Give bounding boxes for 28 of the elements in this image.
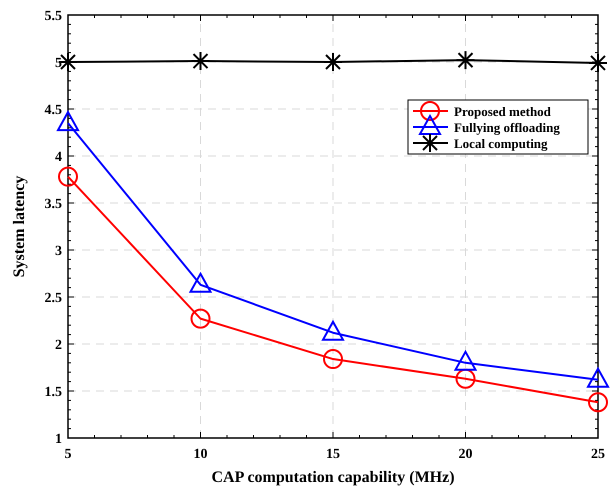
legend-label: Local computing	[454, 136, 548, 151]
y-tick-label: 1	[55, 432, 62, 447]
y-tick-label: 2.5	[44, 291, 62, 306]
x-tick-label: 5	[64, 447, 72, 462]
legend-label: Fullying offloading	[454, 120, 560, 135]
y-tick-label: 5.5	[44, 9, 62, 24]
point	[58, 166, 78, 187]
y-tick-label: 3	[55, 244, 62, 259]
point	[190, 51, 210, 72]
y-axis-title: System latency	[11, 176, 28, 278]
y-tick-label: 4.5	[44, 103, 62, 118]
x-axis-title: CAP computation capability (MHz)	[211, 469, 455, 486]
x-tick-label: 25	[591, 447, 605, 462]
x-tick-label: 10	[194, 447, 208, 462]
x-tick-label: 15	[326, 447, 340, 462]
point	[323, 349, 343, 370]
y-tick-label: 1.5	[44, 385, 62, 400]
y-tick-label: 3.5	[44, 197, 62, 212]
point	[323, 52, 343, 72]
y-tick-label: 2	[55, 338, 62, 353]
point	[588, 392, 608, 412]
point	[456, 50, 476, 70]
y-tick-label: 4	[55, 150, 62, 165]
x-tick-label: 20	[458, 447, 472, 462]
legend-label: Proposed method	[454, 104, 552, 119]
point	[588, 52, 608, 73]
point	[456, 368, 476, 389]
point	[190, 308, 210, 329]
